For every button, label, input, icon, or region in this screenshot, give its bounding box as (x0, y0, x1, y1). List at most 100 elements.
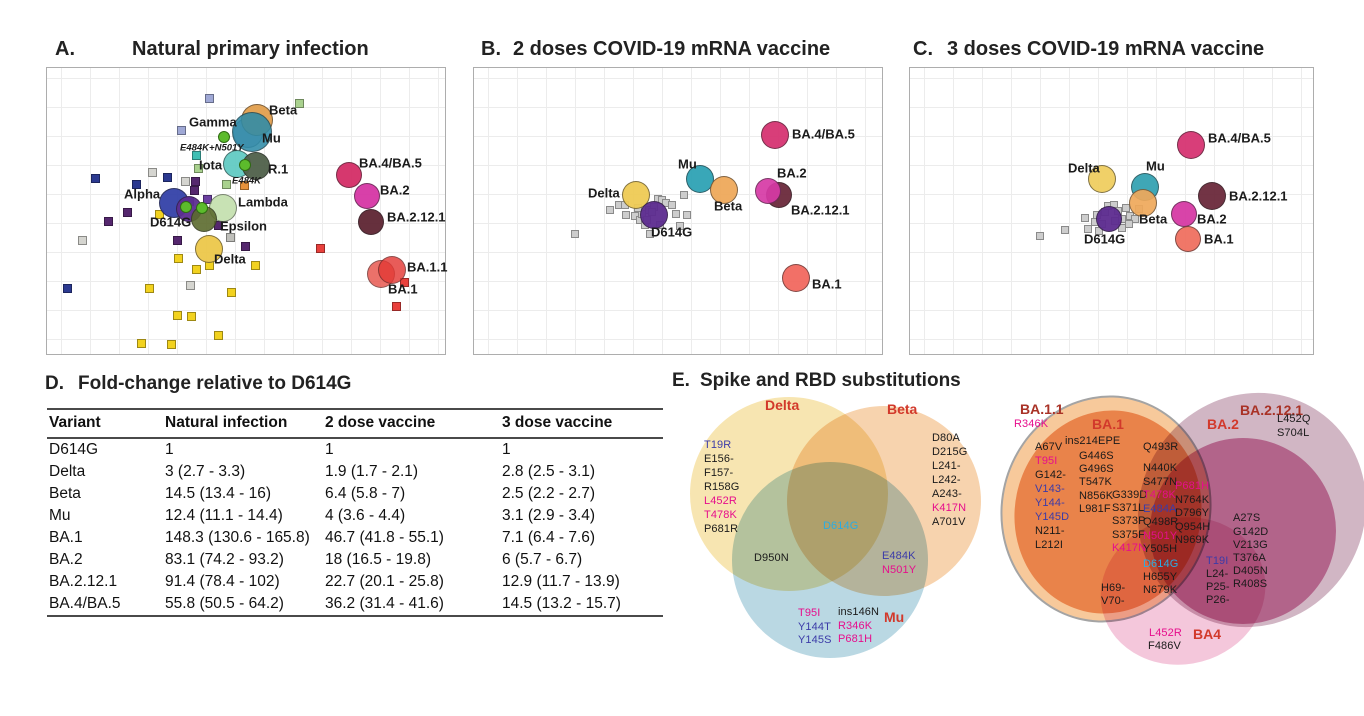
mutation-label: R408S (1233, 578, 1268, 590)
fold-change-value: 12.4 (11.1 - 14.4) (165, 507, 283, 524)
venn-set-label: BA.2 (1207, 416, 1239, 432)
variant-point-mu (232, 112, 272, 152)
mutation-label: D405N (1233, 565, 1268, 577)
serum-square (131, 179, 141, 189)
variant-label: BA.2 (1197, 211, 1227, 227)
minor-variant-dot (196, 202, 208, 214)
variant-label: D614G (150, 214, 192, 230)
variant-point-beta (1129, 189, 1157, 217)
column-header: 3 dose vaccine (500, 409, 663, 439)
variant-label: BA.1 (812, 276, 842, 292)
mutation-label: L981F (1079, 503, 1111, 515)
table-row: D614G 1 1 1 (47, 438, 663, 461)
serum-square (239, 180, 249, 190)
mutation-label: V70- (1101, 595, 1125, 607)
table-row: Mu 12.4 (11.1 - 14.4) 4 (3.6 - 4.4) 3.1 (2.… (47, 505, 663, 527)
fold-change-value: 22.7 (20.1 - 25.8) (325, 573, 444, 590)
venn-set-label: Delta (765, 397, 800, 413)
mutation-label: P681R (704, 523, 739, 535)
variant-label: Mu (1146, 158, 1165, 174)
mutation-label: N679K (1143, 584, 1178, 596)
fold-change-value: 3.1 (2.9 - 3.4) (502, 507, 596, 524)
variant-point-ba2121 (1198, 182, 1226, 210)
column-header: 2 dose vaccine (323, 409, 500, 439)
variant-label: E484K (232, 175, 262, 187)
variant-label: Beta (1139, 211, 1168, 227)
serum-square (225, 232, 235, 242)
mutation-label: T95I (798, 607, 821, 619)
variant-point-ba2 (755, 178, 781, 204)
minor-variant-dot (180, 201, 192, 213)
variant-label: BA.4/BA.5 (1208, 130, 1271, 146)
mutation-label: E484A (1143, 503, 1177, 515)
mutation-label: N969K (1175, 534, 1210, 546)
fold-change-value: 83.1 (74.2 - 93.2) (165, 551, 284, 568)
mutation-label: K417N (1112, 542, 1147, 554)
mutation-label: L452R (704, 495, 737, 507)
fold-change-value: 36.2 (31.4 - 41.6) (325, 595, 444, 612)
mutation-label: P681H (1175, 480, 1210, 492)
mutation-label: L241- (932, 460, 961, 472)
panel-b-letter: B. (481, 38, 501, 60)
mutation-label: N501Y (882, 564, 917, 576)
variant-label: Alpha (124, 186, 161, 202)
serum-square (186, 311, 196, 321)
mutation-label: A27S (1233, 512, 1261, 524)
variant-name: BA.1 (49, 529, 83, 546)
mutation-label: D796Y (1175, 507, 1210, 519)
variant-point-ba1 (782, 264, 810, 292)
mutation-label: Y144T (798, 621, 831, 633)
mutation-label: R346K (1014, 418, 1049, 430)
serum-square (189, 185, 199, 195)
fold-change-value: 1 (165, 441, 174, 458)
serum-square (391, 301, 401, 311)
variant-label: BA.2 (777, 165, 807, 181)
mutation-label: R346K (838, 620, 873, 632)
venn-set-mu (732, 462, 928, 658)
panel-d-title: Fold-change relative to D614G (78, 373, 352, 394)
venn-set-label: Mu (884, 609, 905, 625)
variant-label: Gamma (189, 114, 237, 130)
variant-point-d614g (1096, 206, 1122, 232)
mutation-label: L212I (1035, 539, 1064, 551)
mutation-label: A67V (1035, 441, 1063, 453)
fold-change-value: 6.4 (5.8 - 7) (325, 485, 406, 502)
mutation-label: G142- (1035, 469, 1067, 481)
fold-change-value: 1 (325, 441, 334, 458)
mutation-label: Q498R (1143, 516, 1179, 528)
mutation-label: L24- (1206, 568, 1229, 580)
variant-point-beta (710, 176, 738, 204)
fold-change-value: 7.1 (6.4 - 7.6) (502, 529, 596, 546)
panel-e-letter: E. (672, 370, 690, 391)
variant-point-ba4ba5 (336, 162, 362, 188)
fold-change-value: 55.8 (50.5 - 64.2) (165, 595, 284, 612)
panel-a-title: Natural primary infection (132, 38, 369, 60)
serum-square (166, 339, 176, 349)
mutation-label: G142D (1233, 526, 1269, 538)
mutation-label: L452R (1149, 627, 1182, 639)
variant-label: Iota (199, 157, 223, 173)
fold-change-header-row: Variant Natural infection 2 dose vaccine 3 … (47, 409, 663, 439)
serum-square (1118, 224, 1126, 232)
variant-label: Beta (269, 102, 298, 118)
mutation-label: N211- (1035, 525, 1065, 537)
serum-square (1084, 225, 1092, 233)
variant-point-ba4ba5 (761, 121, 789, 149)
variant-point-ba11 (378, 256, 406, 284)
mutation-label: A701V (932, 516, 966, 528)
venn-set-label: BA4 (1193, 626, 1222, 642)
variant-label: Mu (262, 130, 281, 146)
variant-name: BA.2 (49, 551, 83, 568)
fold-change-value: 91.4 (78.4 - 102) (165, 573, 280, 590)
column-header: Natural infection (163, 409, 323, 439)
mutation-label: Q954H (1175, 521, 1211, 533)
mutation-label: Y505H (1143, 543, 1178, 555)
serum-square (193, 163, 203, 173)
mutation-label: ins214EPE (1065, 435, 1121, 447)
mutation-label: N501Y (1143, 530, 1178, 542)
mutation-label: F157- (704, 467, 734, 479)
table-row: Delta 3 (2.7 - 3.3) 1.9 (1.7 - 2.1) 2.8 (2.… (47, 461, 663, 483)
serum-square (250, 260, 260, 270)
serum-square (147, 167, 157, 177)
serum-square (680, 191, 688, 199)
